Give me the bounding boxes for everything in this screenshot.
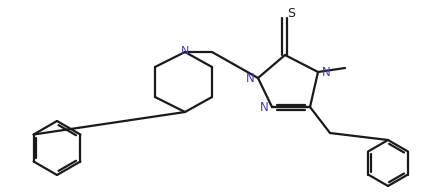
Text: S: S bbox=[287, 6, 295, 19]
Text: N: N bbox=[181, 46, 189, 56]
Text: N: N bbox=[321, 65, 330, 79]
Text: N: N bbox=[260, 101, 268, 113]
Text: N: N bbox=[246, 72, 254, 84]
